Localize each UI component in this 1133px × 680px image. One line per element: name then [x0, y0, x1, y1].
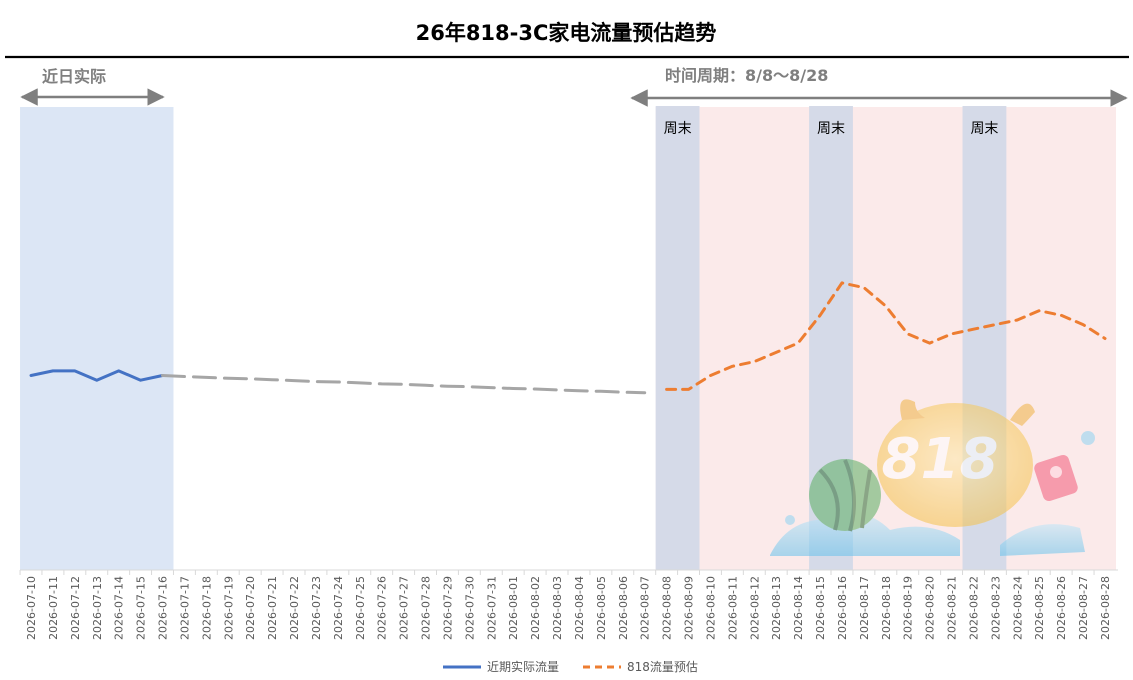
- x-tick-label: 2026-08-12: [748, 576, 761, 640]
- x-tick-label: 2026-08-06: [617, 576, 630, 640]
- x-tick-label: 2026-07-27: [398, 576, 411, 640]
- x-tick-label: 2026-08-17: [858, 576, 871, 640]
- x-tick-label: 2026-07-29: [441, 576, 454, 640]
- series-line-0: [29, 369, 164, 382]
- x-tick-label: 2026-08-19: [902, 576, 915, 640]
- x-tick-label: 2026-08-01: [507, 576, 520, 640]
- x-tick-label: 2026-07-13: [91, 576, 104, 640]
- x-axis-ticks: 2026-07-10 2026-07-11 2026-07-12 2026-07-13…: [19, 570, 1112, 640]
- x-tick-label: 2026-08-13: [770, 576, 783, 640]
- weekend-label: 周末: [664, 121, 692, 137]
- x-tick-label: 2026-08-15: [814, 576, 827, 640]
- weekend-label: 周末: [970, 121, 998, 137]
- x-tick-label: 2026-08-07: [639, 576, 652, 640]
- weekend-region: [655, 106, 700, 570]
- 818-logo: 818: [882, 427, 999, 492]
- x-tick-label: 2026-07-30: [463, 576, 476, 640]
- x-tick-label: 2026-08-03: [551, 576, 564, 640]
- x-tick-label: 2026-07-16: [157, 576, 170, 640]
- x-tick-label: 2026-08-18: [880, 576, 893, 640]
- x-tick-label: 2026-08-25: [1033, 576, 1046, 640]
- recent-period-region: [20, 107, 174, 570]
- x-tick-label: 2026-08-10: [704, 576, 717, 640]
- weekend-label: 周末: [817, 121, 845, 137]
- x-tick-label: 2026-08-05: [595, 576, 608, 640]
- x-tick-label: 2026-07-17: [178, 576, 191, 640]
- x-tick-label: 2026-08-09: [683, 576, 696, 640]
- x-tick-label: 2026-08-24: [1011, 576, 1024, 640]
- x-tick-label: 2026-08-16: [836, 576, 849, 640]
- x-tick-label: 2026-08-23: [989, 576, 1002, 640]
- x-tick-label: 2026-07-22: [288, 576, 301, 640]
- x-tick-label: 2026-08-08: [661, 576, 674, 640]
- x-tick-label: 2026-07-21: [266, 576, 279, 640]
- legend-label: 818流量预估: [627, 660, 698, 674]
- series-line-2: [161, 374, 647, 395]
- legend-label: 近期实际流量: [487, 659, 559, 674]
- x-tick-label: 2026-08-22: [967, 576, 980, 640]
- x-tick-label: 2026-07-23: [310, 576, 323, 640]
- x-tick-label: 2026-07-24: [332, 576, 345, 640]
- x-tick-label: 2026-07-19: [222, 576, 235, 640]
- x-tick-label: 2026-08-20: [924, 576, 937, 640]
- x-tick-label: 2026-08-21: [946, 576, 959, 640]
- x-tick-label: 2026-08-04: [573, 576, 586, 640]
- x-tick-label: 2026-08-11: [726, 576, 739, 640]
- x-tick-label: 2026-08-28: [1099, 576, 1112, 640]
- weekend-labels: 周末 周末 周末: [664, 121, 999, 137]
- x-tick-label: 2026-08-14: [792, 576, 805, 640]
- x-tick-label: 2026-08-27: [1077, 576, 1090, 640]
- x-tick-label: 2026-07-26: [376, 576, 389, 640]
- x-tick-label: 2026-07-31: [485, 576, 498, 640]
- x-tick-label: 2026-07-25: [354, 576, 367, 640]
- chart-title: 26年818-3C家电流量预估趋势: [416, 21, 717, 45]
- chart-legend: 近期实际流量 818流量预估: [443, 659, 698, 674]
- x-tick-label: 2026-08-26: [1055, 576, 1068, 640]
- x-tick-label: 2026-07-10: [25, 576, 38, 640]
- x-tick-label: 2026-07-14: [113, 576, 126, 640]
- x-tick-label: 2026-07-12: [69, 576, 82, 640]
- x-tick-label: 2026-07-20: [244, 576, 257, 640]
- x-tick-label: 2026-07-15: [135, 576, 148, 640]
- promotion-period-label: 时间周期：8/8～8/28: [665, 66, 828, 85]
- x-tick-label: 2026-07-11: [47, 576, 60, 640]
- series-layer: [29, 281, 1107, 395]
- x-tick-label: 2026-08-02: [529, 576, 542, 640]
- 818-festival-mascot-icon: 818: [770, 399, 1095, 556]
- x-tick-label: 2026-07-28: [420, 576, 433, 640]
- x-tick-label: 2026-07-18: [200, 576, 213, 640]
- series-line-1: [665, 281, 1107, 391]
- recent-period-label: 近日实际: [42, 67, 106, 86]
